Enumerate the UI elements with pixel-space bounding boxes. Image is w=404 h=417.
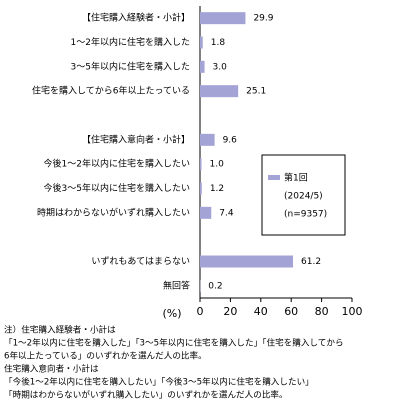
legend-box xyxy=(261,154,346,236)
bar xyxy=(200,255,294,268)
bar xyxy=(200,206,212,219)
y-tick-label: 1～2年以内に住宅を購入した xyxy=(71,36,190,48)
note: 6年以上たっている」のいずれかを選んだ人の比率。 xyxy=(4,350,207,362)
note: 「1～2年以内に住宅を購入した」「3～5年以内に住宅を購入した」「住宅を購入して… xyxy=(4,337,344,349)
value-label: 3.0 xyxy=(213,62,228,72)
legend-label: 第1回 xyxy=(284,172,308,184)
x-tick-label: 80 xyxy=(315,305,329,318)
x-tick-label: 20 xyxy=(223,305,237,318)
bar xyxy=(200,158,202,171)
bar xyxy=(200,12,246,25)
legend-swatch xyxy=(268,175,280,180)
value-label: 7.4 xyxy=(219,208,234,218)
bar xyxy=(200,133,215,146)
legend-note: (2024/5) xyxy=(284,192,323,202)
note: 注）住宅購入経験者・小計は xyxy=(4,324,116,336)
y-tick-label: 【住宅購入意向者・小計】 xyxy=(82,133,190,145)
value-label: 1.0 xyxy=(210,160,225,170)
y-tick-label: 時期はわからないがいずれ購入したい xyxy=(37,206,190,218)
value-label: 25.1 xyxy=(246,87,266,97)
x-tick-label: 100 xyxy=(342,305,363,318)
bar xyxy=(200,60,205,73)
note: 「時期はわからないがいずれ購入したい」のいずれかを選んだ人の比率。 xyxy=(4,389,288,401)
x-axis-label: (%) xyxy=(162,307,181,320)
x-tick-label: 40 xyxy=(254,305,268,318)
y-tick-label: 【住宅購入経験者・小計】 xyxy=(82,12,190,24)
value-label: 61.2 xyxy=(301,257,321,267)
value-label: 1.2 xyxy=(210,184,224,194)
bar xyxy=(200,36,203,49)
x-tick-label: 60 xyxy=(284,305,298,318)
note: 「今後1～2年以内に住宅を購入したい」「今後3～5年以内に住宅を購入したい」 xyxy=(4,376,314,388)
y-tick-label: 今後3～5年以内に住宅を購入したい xyxy=(44,182,190,194)
value-label: 0.2 xyxy=(208,281,222,291)
y-tick-label: 3～5年以内に住宅を購入した xyxy=(71,60,190,72)
value-label: 29.9 xyxy=(253,14,273,24)
y-tick-label: 住宅を購入してから6年以上たっている xyxy=(32,85,190,97)
y-tick-label: 無回答 xyxy=(163,279,190,291)
value-label: 9.6 xyxy=(223,135,238,145)
bar xyxy=(200,85,239,98)
x-tick-label: 0 xyxy=(197,305,204,318)
note: 住宅購入意向者・小計は xyxy=(4,363,99,375)
bar xyxy=(200,182,202,195)
y-tick-label: いずれもあてはまらない xyxy=(91,256,190,267)
value-label: 1.8 xyxy=(211,38,226,48)
legend-note: (n=9357) xyxy=(284,210,327,220)
y-tick-label: 今後1～2年以内に住宅を購入したい xyxy=(44,158,190,170)
